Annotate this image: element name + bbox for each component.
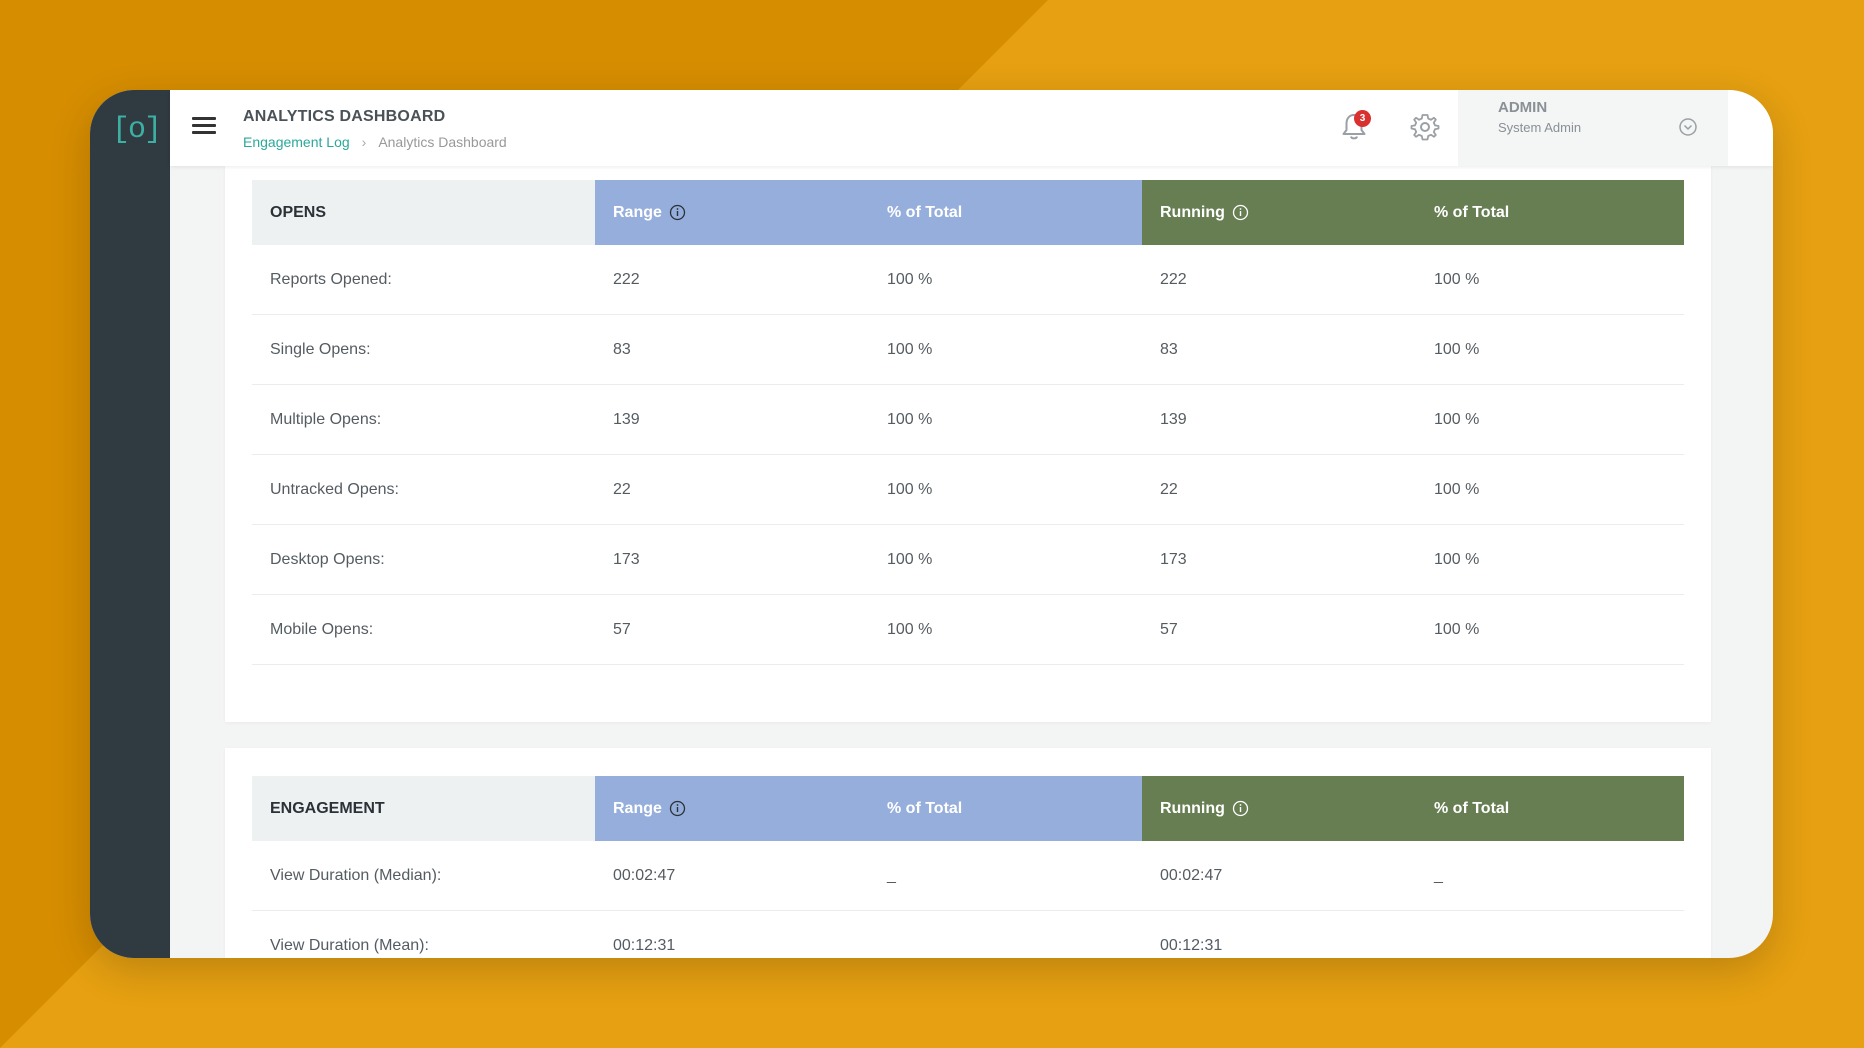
settings-button[interactable] xyxy=(1410,112,1440,142)
row-range: 173 xyxy=(613,550,640,568)
row-running: 139 xyxy=(1160,410,1187,428)
engagement-header-running-text: Running xyxy=(1160,799,1225,817)
breadcrumb-current: Analytics Dashboard xyxy=(378,134,507,150)
row-range: 22 xyxy=(613,480,631,498)
table-row: Multiple Opens: 139 100 % 139 100 % xyxy=(252,385,1684,455)
menu-icon[interactable] xyxy=(192,117,216,137)
opens-table: OPENS Range % of Total Running % of Tota… xyxy=(252,180,1684,665)
opens-header-running-text: Running xyxy=(1160,203,1225,221)
notifications-button[interactable]: 3 xyxy=(1340,110,1371,142)
row-label: Mobile Opens: xyxy=(270,620,374,638)
engagement-header-range-text: Range xyxy=(613,799,662,817)
row-range-pct: 100 % xyxy=(887,480,933,498)
row-range: 83 xyxy=(613,340,631,358)
opens-header-running: Running xyxy=(1142,180,1416,245)
row-running-pct: 100 % xyxy=(1434,550,1480,568)
sidebar: [o] xyxy=(90,90,170,958)
user-name: ADMIN xyxy=(1498,99,1548,116)
row-running: 222 xyxy=(1160,270,1187,288)
opens-header-range-pct: % of Total xyxy=(869,180,1142,245)
row-label: Untracked Opens: xyxy=(270,480,399,498)
breadcrumb-separator-icon: › xyxy=(361,134,367,150)
row-running: 57 xyxy=(1160,620,1178,638)
engagement-table: ENGAGEMENT Range % of Total Running % of… xyxy=(252,776,1684,958)
row-range: 57 xyxy=(613,620,631,638)
row-running-pct: 100 % xyxy=(1434,340,1480,358)
row-range: 00:12:31 xyxy=(613,936,676,954)
row-running-pct: 100 % xyxy=(1434,480,1480,498)
opens-header-running-pct: % of Total xyxy=(1416,180,1684,245)
info-icon[interactable] xyxy=(669,204,686,221)
row-range: 222 xyxy=(613,270,640,288)
breadcrumb: Engagement Log › Analytics Dashboard xyxy=(243,134,507,150)
table-row: Single Opens: 83 100 % 83 100 % xyxy=(252,315,1684,385)
info-icon[interactable] xyxy=(1232,204,1249,221)
top-bar: ANALYTICS DASHBOARD Engagement Log › Ana… xyxy=(170,90,1773,166)
engagement-header-running: Running xyxy=(1142,776,1416,841)
row-range: 139 xyxy=(613,410,640,428)
main-content: OPENS Range % of Total Running % of Tota… xyxy=(170,166,1773,958)
app-logo: [o] xyxy=(112,113,162,147)
row-range-pct: 100 % xyxy=(887,410,933,428)
row-range-pct: 100 % xyxy=(887,550,933,568)
table-row: Untracked Opens: 22 100 % 22 100 % xyxy=(252,455,1684,525)
row-range-pct: 100 % xyxy=(887,270,933,288)
table-row: View Duration (Mean): 00:12:31 00:12:31 xyxy=(252,911,1684,958)
engagement-header-running-pct: % of Total xyxy=(1416,776,1684,841)
row-running-pct: 100 % xyxy=(1434,270,1480,288)
row-running: 173 xyxy=(1160,550,1187,568)
table-row: Desktop Opens: 173 100 % 173 100 % xyxy=(252,525,1684,595)
row-range-pct: 100 % xyxy=(887,620,933,638)
opens-card: OPENS Range % of Total Running % of Tota… xyxy=(225,166,1711,722)
row-running: 22 xyxy=(1160,480,1178,498)
row-running-pct: _ xyxy=(1434,866,1443,884)
row-running-pct: 100 % xyxy=(1434,620,1480,638)
opens-header-range: Range xyxy=(595,180,869,245)
page-title: ANALYTICS DASHBOARD xyxy=(243,108,446,125)
row-label: Multiple Opens: xyxy=(270,410,382,428)
notification-badge: 3 xyxy=(1354,110,1371,127)
opens-header-range-text: Range xyxy=(613,203,662,221)
row-label: View Duration (Mean): xyxy=(270,936,429,954)
row-label: Desktop Opens: xyxy=(270,550,385,568)
breadcrumb-link-engagement-log[interactable]: Engagement Log xyxy=(243,134,350,150)
row-range: 00:02:47 xyxy=(613,866,676,884)
row-running: 00:02:47 xyxy=(1160,866,1223,884)
opens-header-label: OPENS xyxy=(252,180,595,245)
row-label: Single Opens: xyxy=(270,340,371,358)
row-running-pct: 100 % xyxy=(1434,410,1480,428)
info-icon[interactable] xyxy=(1232,800,1249,817)
user-menu[interactable]: ADMIN System Admin xyxy=(1458,90,1728,166)
app-window: [o] ANALYTICS DASHBOARD Engagement Log ›… xyxy=(90,90,1773,958)
opens-table-header: OPENS Range % of Total Running % of Tota… xyxy=(252,180,1684,245)
row-label: Reports Opened: xyxy=(270,270,392,288)
engagement-header-label: ENGAGEMENT xyxy=(252,776,595,841)
engagement-card: ENGAGEMENT Range % of Total Running % of… xyxy=(225,748,1711,958)
engagement-table-header: ENGAGEMENT Range % of Total Running % of… xyxy=(252,776,1684,841)
row-running: 00:12:31 xyxy=(1160,936,1223,954)
info-icon[interactable] xyxy=(669,800,686,817)
row-label: View Duration (Median): xyxy=(270,866,442,884)
table-row: View Duration (Median): 00:02:47 _ 00:02… xyxy=(252,841,1684,911)
engagement-header-range-pct: % of Total xyxy=(869,776,1142,841)
engagement-header-range: Range xyxy=(595,776,869,841)
row-running: 83 xyxy=(1160,340,1178,358)
gear-icon xyxy=(1410,114,1440,141)
chevron-down-circle-icon[interactable] xyxy=(1678,117,1698,137)
table-row: Reports Opened: 222 100 % 222 100 % xyxy=(252,245,1684,315)
row-range-pct: _ xyxy=(887,866,896,884)
row-range-pct: 100 % xyxy=(887,340,933,358)
table-row: Mobile Opens: 57 100 % 57 100 % xyxy=(252,595,1684,665)
user-role: System Admin xyxy=(1498,120,1582,135)
